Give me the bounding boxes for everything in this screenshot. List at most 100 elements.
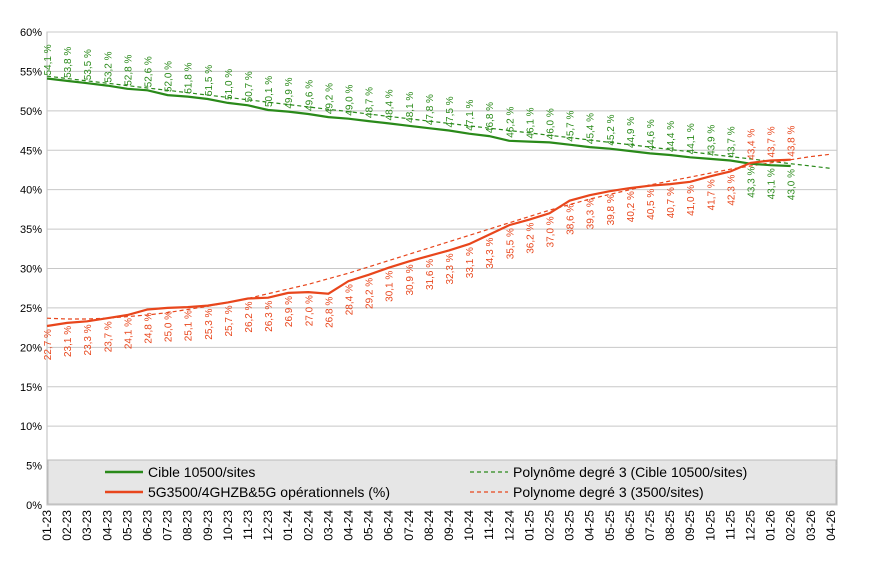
x-tick-label: 06-24	[382, 510, 396, 541]
x-tick-label: 05-24	[362, 510, 376, 541]
y-tick-label: 55%	[20, 66, 42, 78]
x-tick-label: 02-24	[301, 510, 315, 541]
data-label: 35,5 %	[505, 228, 516, 259]
legend-label: Polynome degré 3 (3500/sites)	[513, 484, 704, 500]
data-label: 26,2 %	[244, 301, 255, 332]
data-label: 50,7 %	[244, 71, 255, 102]
data-label: 44,4 %	[666, 121, 677, 152]
data-label: 23,3 %	[83, 324, 94, 355]
x-tick-label: 08-24	[422, 510, 436, 541]
x-tick-label: 07-25	[643, 510, 657, 541]
x-tick-label: 03-24	[321, 510, 335, 541]
y-tick-label: 40%	[20, 185, 42, 197]
y-tick-label: 35%	[20, 224, 42, 236]
x-tick-label: 07-23	[161, 510, 175, 541]
y-tick-label: 15%	[20, 382, 42, 394]
x-tick-label: 06-25	[623, 510, 637, 541]
data-label: 31,6 %	[425, 259, 436, 290]
data-label: 34,3 %	[485, 238, 496, 269]
trend-line	[46, 153, 831, 320]
x-tick-label: 10-23	[221, 510, 235, 541]
data-label: 49,0 %	[345, 84, 356, 115]
data-label: 44,6 %	[646, 119, 657, 150]
data-label: 28,4 %	[345, 284, 356, 315]
x-tick-label: 09-23	[201, 510, 215, 541]
data-label: 39,3 %	[586, 198, 597, 229]
data-label: 47,5 %	[445, 96, 456, 127]
data-label: 37,0 %	[546, 216, 557, 247]
series-line	[46, 158, 791, 328]
data-label: 40,7 %	[666, 187, 677, 218]
data-label: 43,7 %	[767, 126, 778, 157]
data-label: 46,0 %	[546, 108, 557, 139]
data-label: 45,2 %	[606, 114, 617, 145]
data-label: 47,8 %	[425, 94, 436, 125]
data-label: 43,0 %	[787, 169, 798, 200]
data-label: 24,8 %	[144, 312, 155, 343]
data-label: 22,7 %	[43, 329, 54, 360]
data-label: 41,7 %	[706, 179, 717, 210]
legend	[47, 459, 837, 505]
data-label: 23,1 %	[63, 326, 74, 357]
data-label: 25,0 %	[164, 311, 175, 342]
data-label: 29,2 %	[365, 278, 376, 309]
data-label: 46,1 %	[525, 107, 536, 138]
x-tick-label: 04-26	[824, 510, 838, 541]
series-line	[46, 77, 791, 168]
data-label: 51,8 %	[184, 62, 195, 93]
data-label: 49,2 %	[324, 83, 335, 114]
data-label: 49,6 %	[304, 80, 315, 111]
data-label: 30,9 %	[405, 264, 416, 295]
data-label: 45,7 %	[566, 110, 577, 141]
x-tick-label: 09-25	[683, 510, 697, 541]
x-tick-label: 06-23	[141, 510, 155, 541]
x-tick-label: 08-23	[181, 510, 195, 541]
data-label: 44,9 %	[626, 117, 637, 148]
x-tick-label: 03-26	[804, 510, 818, 541]
data-label: 23,7 %	[103, 321, 114, 352]
x-tick-label: 02-25	[543, 510, 557, 541]
x-tick-label: 03-25	[563, 510, 577, 541]
data-label: 51,5 %	[204, 65, 215, 96]
data-label: 32,3 %	[445, 253, 456, 284]
data-label: 42,3 %	[726, 174, 737, 205]
x-tick-label: 12-24	[502, 510, 516, 541]
y-tick-label: 20%	[20, 342, 42, 354]
x-tick-label: 01-23	[40, 510, 54, 541]
data-label: 25,3 %	[204, 308, 215, 339]
data-label: 40,5 %	[646, 189, 657, 220]
x-tick-label: 11-23	[241, 510, 255, 540]
x-tick-label: 09-24	[442, 510, 456, 541]
x-tick-label: 07-24	[402, 510, 416, 541]
data-label: 26,9 %	[284, 296, 295, 327]
data-label: 50,1 %	[264, 76, 275, 107]
data-label: 52,6 %	[144, 56, 155, 87]
data-label: 45,4 %	[586, 113, 597, 144]
x-tick-label: 04-24	[342, 510, 356, 541]
x-tick-label: 11-25	[723, 510, 737, 540]
data-label: 48,4 %	[385, 89, 396, 120]
data-label: 48,1 %	[405, 92, 416, 123]
x-tick-label: 04-25	[583, 510, 597, 541]
data-label: 46,8 %	[485, 102, 496, 133]
y-tick-label: 0%	[26, 500, 42, 512]
y-tick-label: 25%	[20, 303, 42, 315]
data-label: 43,7 %	[726, 126, 737, 157]
data-label: 46,2 %	[505, 107, 516, 138]
y-tick-label: 45%	[20, 145, 42, 157]
x-tick-label: 03-23	[80, 510, 94, 541]
data-label: 44,1 %	[686, 123, 697, 154]
data-label: 24,1 %	[123, 318, 134, 349]
data-label: 49,9 %	[284, 77, 295, 108]
trend-line	[46, 75, 831, 169]
data-label: 25,7 %	[224, 305, 235, 336]
data-label: 40,2 %	[626, 191, 637, 222]
data-label: 52,8 %	[123, 55, 134, 86]
legend-label: Cible 10500/sites	[148, 464, 255, 480]
data-label: 36,2 %	[525, 223, 536, 254]
y-tick-label: 10%	[20, 421, 42, 433]
data-label: 48,7 %	[365, 87, 376, 118]
data-label: 26,8 %	[324, 297, 335, 328]
y-tick-label: 50%	[20, 106, 42, 118]
